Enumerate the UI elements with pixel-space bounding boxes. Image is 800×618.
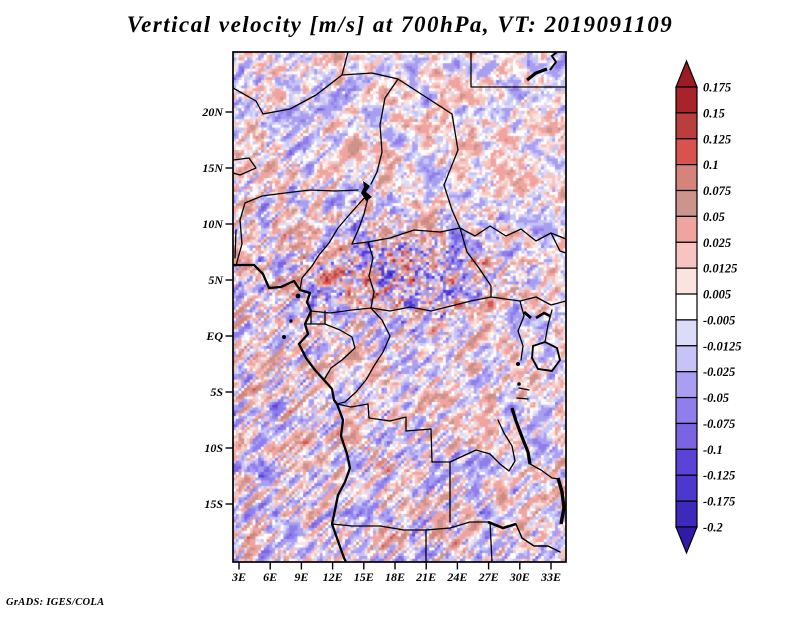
coastline bbox=[233, 263, 352, 562]
map-frame bbox=[232, 51, 567, 563]
colorbar-arrow-bottom bbox=[675, 526, 698, 555]
country-borders bbox=[233, 52, 566, 562]
colorbar-tick-label: 0.05 bbox=[703, 210, 725, 224]
colorbar-tick-label: -0.05 bbox=[703, 391, 729, 405]
lon-tick-label: 9E bbox=[294, 570, 309, 584]
plot-title: Vertical velocity [m/s] at 700hPa, VT: 2… bbox=[126, 12, 674, 37]
colorbar-segment bbox=[675, 345, 698, 373]
lon-tick-label: 21E bbox=[416, 570, 437, 584]
colorbar-tick-label: -0.2 bbox=[703, 520, 723, 534]
colorbar-tick-label: -0.125 bbox=[703, 469, 735, 483]
colorbar-tick-label: -0.075 bbox=[703, 417, 735, 431]
colorbar-segment bbox=[675, 474, 698, 502]
lat-tick-label: 10S bbox=[204, 441, 223, 455]
lat-tick-label: EQ bbox=[206, 329, 223, 343]
colorbar-tick-label: 0.005 bbox=[703, 288, 731, 302]
lon-tick-label: 30E bbox=[509, 570, 530, 584]
lat-tick-label: 5N bbox=[208, 273, 223, 287]
colorbar-segment bbox=[675, 396, 698, 425]
lon-tick-label: 18E bbox=[384, 570, 405, 584]
lon-tick-label: 27E bbox=[478, 570, 499, 584]
colorbar-arrow-top bbox=[675, 59, 698, 88]
colorbar-segment bbox=[675, 215, 698, 243]
lon-tick-label: 12E bbox=[322, 570, 343, 584]
colorbar-segment bbox=[675, 86, 698, 114]
colorbar-tick-label: 0.1 bbox=[703, 158, 719, 172]
colorbar-segment bbox=[675, 293, 698, 321]
lon-tick-label: 33E bbox=[540, 570, 561, 584]
colorbar-segment bbox=[675, 138, 698, 166]
lat-tick-label: 15N bbox=[202, 161, 223, 175]
colorbar-tick-label: 0.15 bbox=[703, 106, 725, 120]
colorbar-segment bbox=[675, 371, 698, 399]
colorbar-tick-label: -0.0125 bbox=[703, 339, 742, 353]
lat-tick-label: 20N bbox=[202, 105, 223, 119]
colorbar-segment bbox=[675, 189, 698, 218]
lon-tick-label: 6E bbox=[263, 570, 278, 584]
colorbar: 0.175 0.15 0.125 0.1 0.075 0.05 0.025 0.0125 0.0… bbox=[675, 59, 742, 555]
colorbar-segment bbox=[675, 267, 698, 295]
grads-credit-label: GrADS: IGES/COLA bbox=[6, 597, 105, 608]
velocity-heatmap-canvas bbox=[233, 52, 566, 562]
colorbar-segment bbox=[675, 164, 698, 192]
lat-tick-label: 10N bbox=[202, 217, 223, 231]
colorbar-tick-label: -0.025 bbox=[703, 365, 735, 379]
lon-tick-label: 15E bbox=[353, 570, 374, 584]
colorbar-segment bbox=[675, 112, 698, 140]
colorbar-tick-label: 0.075 bbox=[703, 184, 731, 198]
colorbar-segment bbox=[675, 422, 698, 450]
colorbar-segment bbox=[675, 319, 698, 347]
colorbar-tick-label: -0.005 bbox=[703, 313, 735, 327]
colorbar-tick-label: 0.0125 bbox=[703, 262, 737, 276]
lon-tick-label: 3E bbox=[231, 570, 246, 584]
lat-tick-label: 5S bbox=[210, 385, 223, 399]
lat-tick-label: 15S bbox=[204, 497, 223, 511]
colorbar-tick-label: 0.125 bbox=[703, 132, 731, 146]
colorbar-segment bbox=[675, 241, 698, 269]
lakes bbox=[282, 52, 566, 530]
colorbar-tick-label: -0.175 bbox=[703, 495, 735, 509]
colorbar-tick-label: 0.175 bbox=[703, 81, 731, 95]
colorbar-segment bbox=[675, 448, 698, 476]
axis-ticks bbox=[225, 111, 552, 570]
colorbar-tick-label: 0.025 bbox=[703, 236, 731, 250]
colorbar-tick-label: -0.1 bbox=[703, 443, 723, 457]
colorbar-segment bbox=[675, 500, 698, 528]
lon-tick-label: 24E bbox=[447, 570, 468, 584]
